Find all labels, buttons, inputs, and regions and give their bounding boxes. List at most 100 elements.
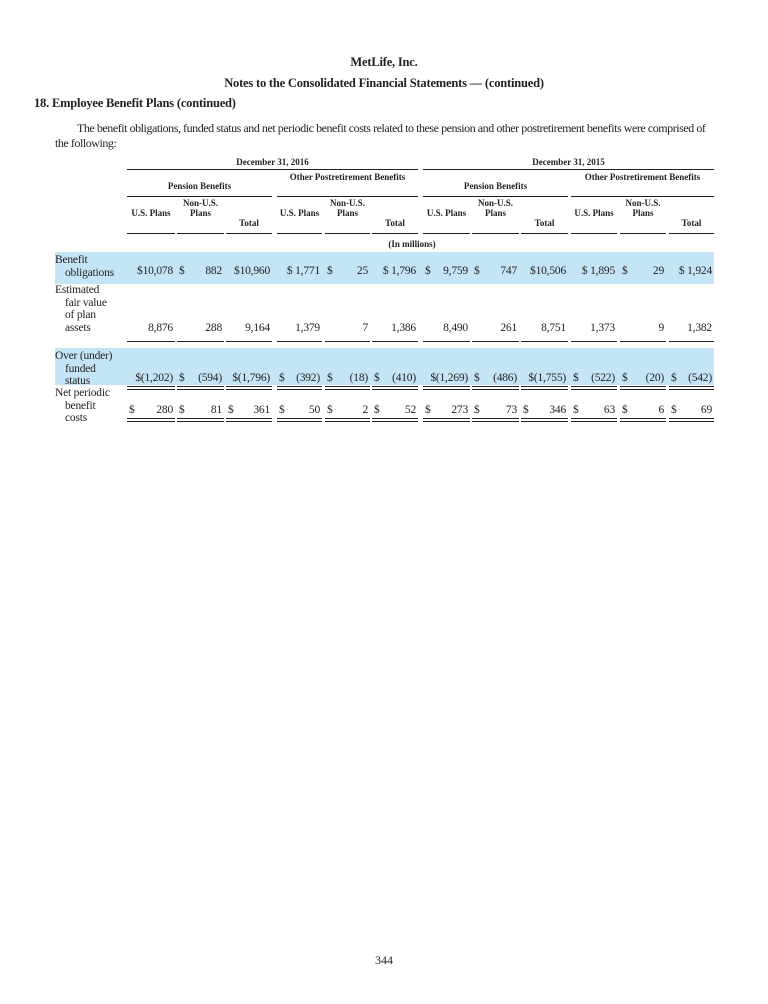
currency-symbol: $ [179,404,185,416]
double-underline [277,418,322,422]
table-cell: 8,876 [127,322,175,335]
double-underline [669,418,714,422]
cell-value: $ 1,771 [286,265,320,277]
divider-line [127,341,175,342]
cell-value: 273 [451,404,468,416]
table-cell: $346 [521,404,568,417]
cell-value: 261 [500,322,517,334]
divider-line [669,233,714,234]
table-cell: $ (542) [669,372,714,385]
row-label: Net periodic benefit costs [55,387,110,425]
double-underline [372,418,418,422]
divider-line [372,233,418,234]
table-cell: $ (486) [472,372,519,385]
double-underline [177,386,224,390]
divider-line [571,341,617,342]
cell-value: 1,379 [295,322,320,334]
table-cell: $2 [325,404,370,417]
currency-symbol: $ [327,404,333,416]
double-underline [177,418,224,422]
cell-value: 6 [658,404,664,416]
divider-line [372,341,418,342]
currency-symbol: $ [374,372,380,384]
currency-symbol: $ [279,372,285,384]
column-header: U.S. Plans [574,208,614,218]
group-header-pension: Pension Benefits [167,181,232,191]
cell-value: 8,751 [541,322,566,334]
table-cell: 1,379 [277,322,322,335]
table-cell: $280 [127,404,175,417]
cell-value: 1,373 [590,322,615,334]
group-header-other-postretirement: Other Postretirement Benefits [584,172,701,182]
divider-line [620,233,666,234]
double-underline [521,386,568,390]
cell-value: 50 [308,404,320,416]
double-underline [571,386,617,390]
column-header: Total [534,218,555,228]
double-underline [277,386,322,390]
cell-value: (522) [591,372,615,384]
row-highlight [55,252,714,284]
currency-symbol: $ [474,372,480,384]
divider-line [325,341,370,342]
row-label: Benefit obligations [55,254,114,279]
table-cell: 9 [620,322,666,335]
double-underline [472,386,519,390]
cell-value: $ 1,895 [581,265,615,277]
currency-symbol: $ [425,265,431,277]
column-header: Non-U.S. Plans [329,198,365,218]
cell-value: (410) [392,372,416,384]
double-underline [620,386,666,390]
cell-value: $(1,755) [528,372,566,384]
currency-symbol: $ [671,404,677,416]
table-cell: $ (18) [325,372,370,385]
divider-line [277,196,418,197]
table-cell: $(1,269) [423,372,470,385]
divider-line [127,169,418,170]
cell-value: 73 [505,404,517,416]
page-subtitle: Notes to the Consolidated Financial Stat… [224,76,544,90]
table-cell: $(1,202) [127,372,175,385]
double-underline [620,418,666,422]
page-number: 344 [375,953,393,967]
row-label-line: Benefit [55,254,88,266]
row-label-line: funded [65,362,96,375]
column-header: U.S. Plans [131,208,171,218]
column-header: Non-U.S. Plans [477,198,513,218]
table-cell: $ (522) [571,372,617,385]
double-underline [226,386,272,390]
intro-paragraph: The benefit obligations, funded status a… [55,121,706,150]
cell-value: (486) [493,372,517,384]
table-cell: 1,373 [571,322,617,335]
cell-value: 882 [205,265,222,277]
cell-value: 7 [362,322,368,334]
row-label-line: fair value [65,296,107,309]
double-underline [325,386,370,390]
column-header: U.S. Plans [426,208,467,218]
currency-symbol: $ [179,265,185,277]
divider-line [472,341,519,342]
cell-value: 361 [253,404,270,416]
table-cell: 1,382 [669,322,714,335]
divider-line [571,233,617,234]
cell-value: 69 [700,404,712,416]
table-cell: $10,078 [127,265,175,278]
cell-value: $10,078 [137,265,173,277]
row-label-line: Over (under) [55,350,113,362]
row-label-line: costs [65,412,88,424]
row-label-line: Estimated [55,284,100,296]
divider-line [127,233,175,234]
table-cell: $ 1,771 [277,265,322,278]
column-header: Non-U.S. Plans [625,198,661,218]
column-header: U.S. Plans [279,208,320,218]
cell-value: $10,506 [530,265,566,277]
table-cell: $63 [571,404,617,417]
table-cell: $ 1,895 [571,265,617,278]
cell-value: (542) [688,372,712,384]
currency-symbol: $ [573,404,579,416]
period-header: December 31, 2016 [236,157,309,167]
row-label-line: Net periodic [55,387,110,399]
table-cell: 8,490 [423,322,470,335]
row-label-line: benefit [65,399,96,412]
currency-symbol: $ [228,404,234,416]
